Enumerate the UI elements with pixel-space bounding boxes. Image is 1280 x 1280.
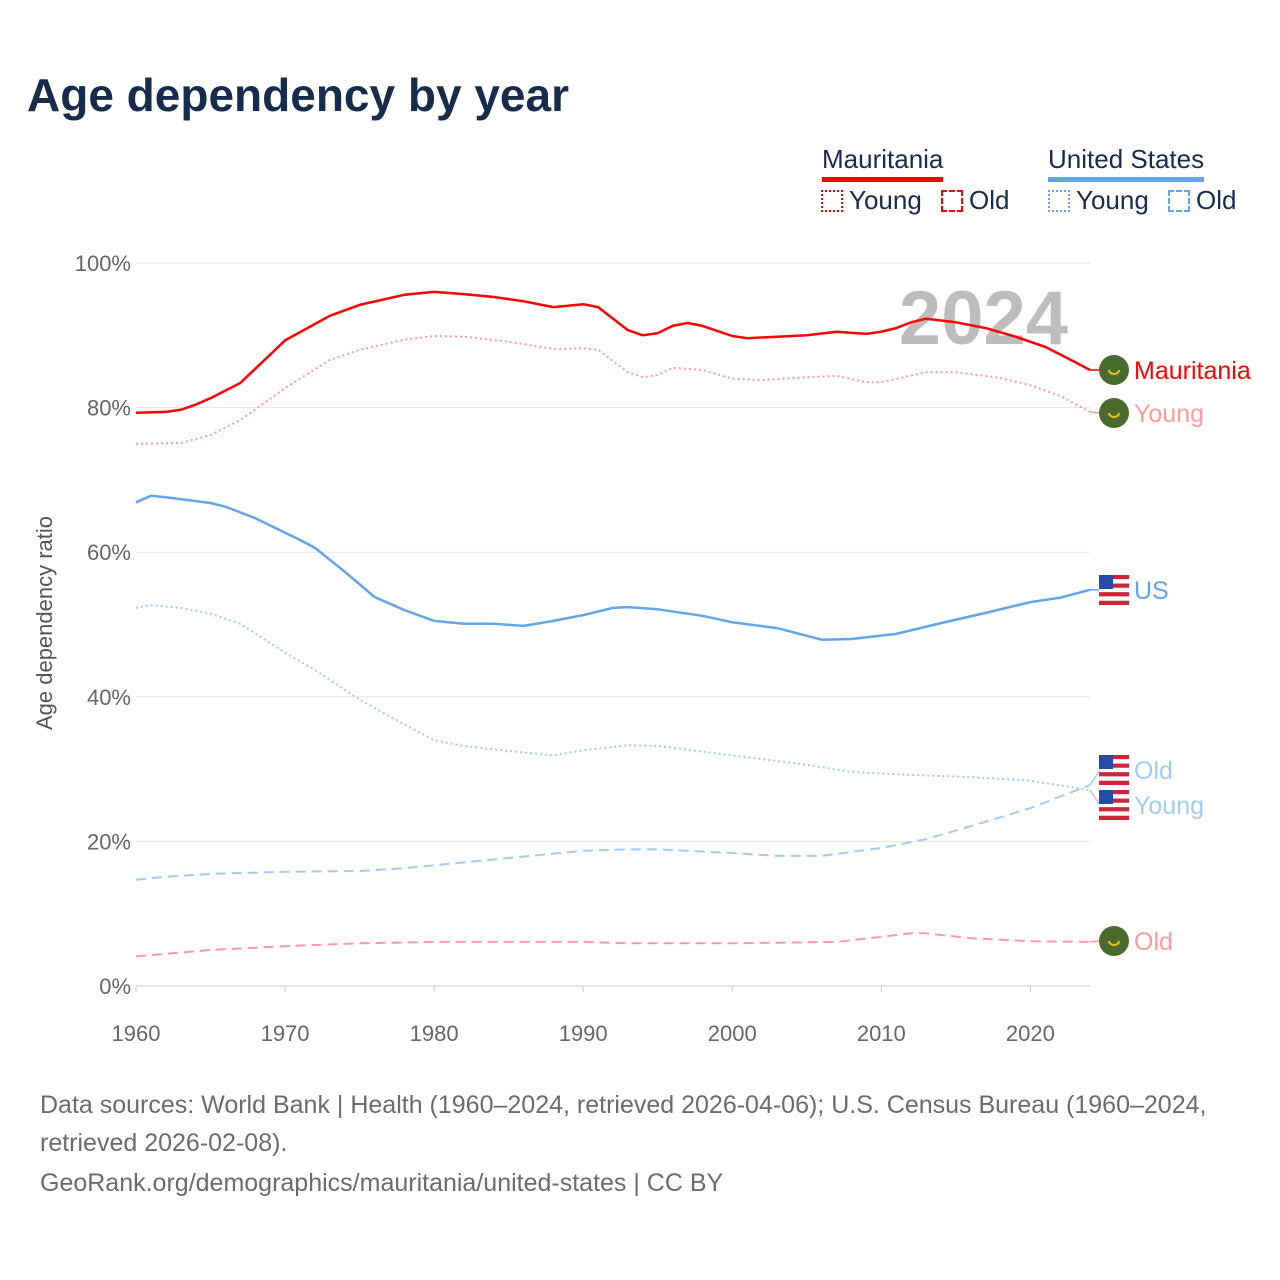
series-line-united-states-old <box>135 784 1091 881</box>
flag-stripe <box>1099 811 1129 816</box>
series-end-label: Young <box>1134 400 1204 428</box>
x-tick-label: 1970 <box>261 1021 310 1046</box>
line-chart: 0% 20% 40% 60% 80% 100% 1960 1970 1980 1990 2000 20… <box>32 251 1251 1046</box>
flag-stripe <box>1099 575 1129 580</box>
legend-label: Old <box>1196 185 1237 215</box>
x-tick-label: 1960 <box>112 1021 161 1046</box>
series-end-label: Young <box>1134 792 1204 820</box>
x-tick-label: 2000 <box>708 1021 757 1046</box>
flag-stripe <box>1099 790 1129 795</box>
crescent-icon <box>1108 940 1120 946</box>
flag-stripe <box>1099 807 1129 812</box>
x-tick-label: 2010 <box>857 1021 906 1046</box>
us-flag-icon <box>1099 790 1129 820</box>
series-end-label: Old <box>1134 757 1173 785</box>
flag-field <box>1099 926 1129 956</box>
label-connector <box>1089 411 1101 414</box>
legend-label: Old <box>969 185 1010 215</box>
flag-stripe <box>1099 600 1129 605</box>
flag-canton <box>1099 755 1113 769</box>
crescent-icon <box>1108 369 1120 375</box>
data-sources: Data sources: World Bank | Health (1960–… <box>40 1091 1207 1157</box>
flag-stripe <box>1099 794 1129 799</box>
legend-mauritania-young[interactable]: Young <box>821 185 922 216</box>
series-line-united-states <box>135 494 1091 641</box>
x-tick-label: 1990 <box>559 1021 608 1046</box>
flag-stripe <box>1099 763 1129 768</box>
mauritania-flag-icon <box>1099 926 1129 956</box>
y-tick-label: 0% <box>99 974 131 999</box>
dashed-swatch-icon <box>941 189 963 212</box>
dashed-swatch-icon <box>1168 189 1190 212</box>
flag-stripe <box>1099 587 1129 593</box>
legend-us-young[interactable]: Young <box>1048 185 1149 216</box>
flag-stripe <box>1099 780 1129 785</box>
y-tick-label: 100% <box>75 251 131 276</box>
y-tick-label: 20% <box>87 829 131 854</box>
legend-us-old[interactable]: Old <box>1168 185 1236 216</box>
series-line-mauritania <box>135 290 1091 414</box>
flag-stripe <box>1099 579 1129 584</box>
us-flag-icon <box>1099 575 1129 605</box>
legend-united-states[interactable]: United States <box>1048 144 1205 182</box>
x-tick-label: 1980 <box>410 1021 459 1046</box>
flag-field <box>1099 355 1129 385</box>
flag-stripe <box>1099 759 1129 764</box>
series-line-united-states-young <box>135 604 1091 792</box>
dotted-swatch-icon <box>821 189 843 212</box>
flag-canton <box>1099 790 1113 804</box>
x-tick-label: 2020 <box>1006 1021 1055 1046</box>
label-connector <box>1089 789 1101 806</box>
label-connector <box>1089 940 1101 943</box>
y-axis-label: Age dependency ratio <box>32 516 57 730</box>
flag-stripe <box>1099 767 1129 773</box>
flag-stripe <box>1099 583 1129 588</box>
flag-stripe <box>1099 755 1129 760</box>
crescent-icon <box>1108 412 1120 418</box>
legend-label: Young <box>1076 185 1149 215</box>
flag-canton <box>1099 575 1113 589</box>
y-tick-label: 60% <box>87 540 131 565</box>
flag-stripe <box>1099 802 1129 808</box>
series-end-label: Old <box>1134 928 1173 956</box>
y-tick-label: 40% <box>87 685 131 710</box>
flag-field <box>1099 398 1129 428</box>
mauritania-flag-icon <box>1099 398 1129 428</box>
legend-label: Young <box>849 185 922 215</box>
source-link[interactable]: GeoRank.org/demographics/mauritania/unit… <box>40 1169 724 1197</box>
y-tick-label: 80% <box>87 396 131 421</box>
series-end-label: Mauritania <box>1134 357 1251 385</box>
flag-stripe <box>1099 596 1129 601</box>
flag-stripe <box>1099 798 1129 803</box>
dotted-swatch-icon <box>1048 189 1070 212</box>
legend-mauritania[interactable]: Mauritania <box>822 144 944 182</box>
series-line-mauritania-young <box>135 335 1091 445</box>
legend-mauritania-old[interactable]: Old <box>941 185 1009 216</box>
us-flag-icon <box>1099 755 1129 785</box>
flag-stripe <box>1099 776 1129 781</box>
flag-stripe <box>1099 592 1129 597</box>
flag-stripe <box>1099 815 1129 820</box>
series-line-mauritania-old <box>135 932 1091 958</box>
label-connector <box>1089 769 1101 786</box>
series-end-label: US <box>1134 577 1169 605</box>
mauritania-flag-icon <box>1099 355 1129 385</box>
flag-stripe <box>1099 772 1129 777</box>
chart-title: Age dependency by year <box>27 69 569 121</box>
